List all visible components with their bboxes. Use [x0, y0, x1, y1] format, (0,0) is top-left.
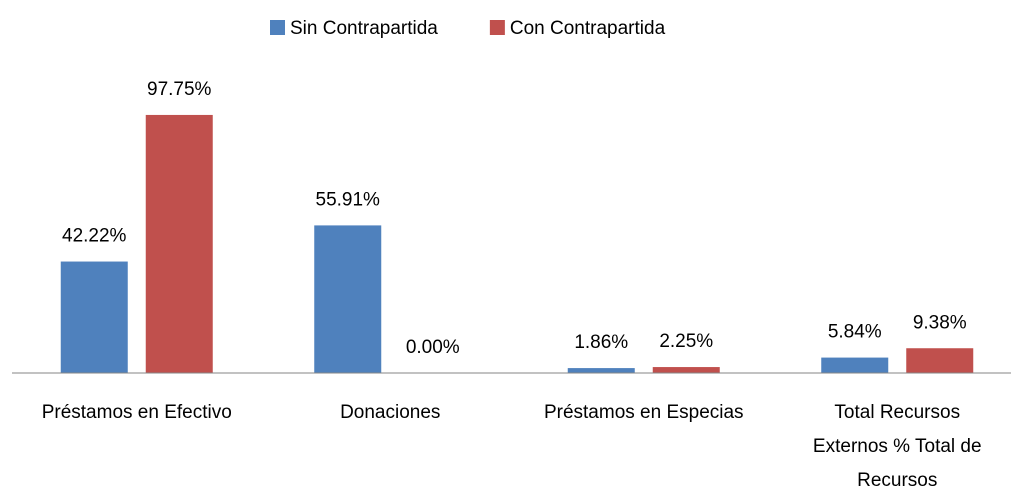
- bar: [60, 261, 128, 373]
- bar: [906, 348, 974, 373]
- legend-swatch: [489, 20, 505, 35]
- value-label: 0.00%: [406, 337, 460, 358]
- bar: [567, 368, 635, 373]
- value-label: 9.38%: [913, 312, 967, 333]
- x-tick-label-line: Externos % Total de: [813, 436, 982, 457]
- bar: [821, 357, 889, 373]
- x-tick-label: Donaciones: [340, 402, 440, 423]
- value-label: 2.25%: [659, 331, 713, 352]
- value-label: 5.84%: [828, 322, 882, 343]
- value-label: 55.91%: [316, 189, 381, 210]
- legend-label: Con Contrapartida: [510, 18, 666, 39]
- bar: [145, 114, 213, 373]
- x-tick-label: Préstamos en Efectivo: [42, 402, 232, 423]
- x-tick-label-line: Total Recursos: [834, 402, 960, 423]
- x-tick-label: Préstamos en Especias: [544, 402, 744, 423]
- legend-swatch: [270, 20, 285, 35]
- legend-label: Sin Contrapartida: [290, 18, 438, 39]
- value-label: 97.75%: [147, 79, 212, 100]
- legend: Sin Contrapartida Con Contrapartida: [270, 18, 666, 39]
- bar: [652, 367, 720, 373]
- x-tick-label-line: Recursos: [857, 470, 937, 491]
- value-label: 42.22%: [62, 226, 127, 247]
- bar: [314, 225, 382, 373]
- value-label: 1.86%: [574, 332, 628, 353]
- x-tick-label: Total Recursos Externos % Total de Recurso…: [813, 402, 982, 491]
